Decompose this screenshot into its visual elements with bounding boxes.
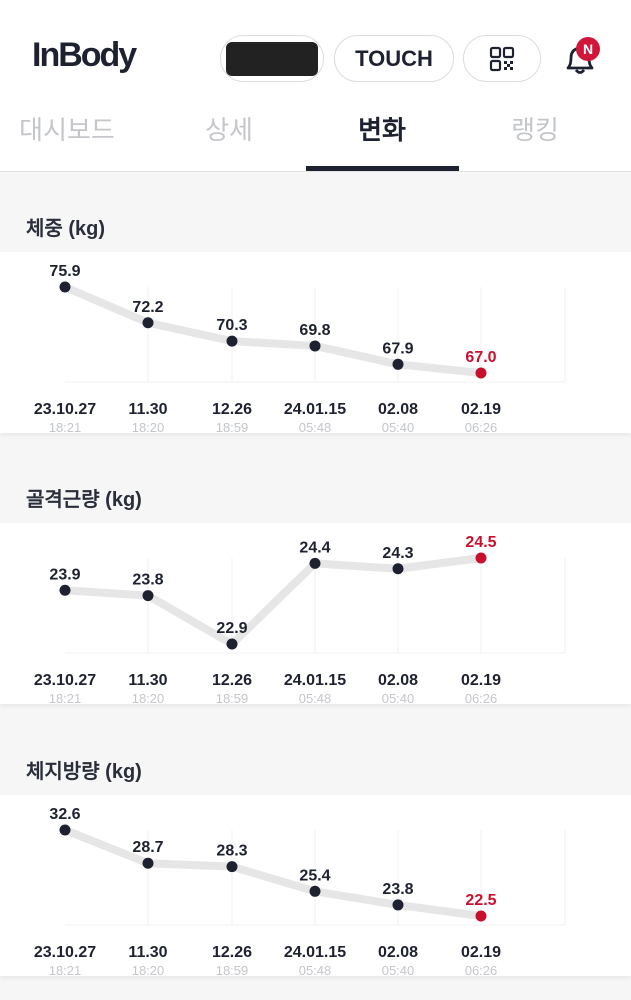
data-label: 67.9: [382, 340, 413, 357]
time-label: 05:48: [299, 963, 332, 976]
date-label: 11.30: [128, 672, 167, 689]
data-point[interactable]: [59, 824, 71, 836]
line-chart: 75.9 23.10.27 18:21 72.2 11.30 18:20 70.3 12.26…: [34, 263, 566, 433]
data-label: 22.9: [216, 620, 247, 637]
series-line: [61, 826, 485, 920]
date-label: 11.30: [128, 944, 167, 961]
line-chart: 23.9 23.10.27 18:21 23.8 11.30 18:20 22.9 12.26…: [34, 534, 566, 704]
fat-title: 체지방량 (kg): [26, 761, 142, 783]
data-label: 75.9: [49, 263, 80, 280]
date-label: 02.08: [378, 944, 418, 961]
data-label: 24.3: [382, 545, 413, 562]
data-point[interactable]: [392, 563, 404, 575]
series-line: [61, 554, 485, 648]
time-label: 18:21: [49, 691, 82, 704]
tab-detail[interactable]: 상세: [205, 115, 253, 145]
time-label: 18:21: [49, 963, 82, 976]
date-label: 12.26: [212, 672, 252, 689]
time-label: 05:40: [382, 691, 415, 704]
data-point[interactable]: [392, 899, 404, 911]
date-label: 02.19: [461, 401, 501, 418]
weight-title: 체중 (kg): [26, 218, 106, 240]
active-tab-indicator: [306, 166, 459, 171]
time-label: 18:59: [216, 691, 249, 704]
date-label: 02.19: [461, 944, 501, 961]
data-label: 25.4: [299, 867, 330, 884]
data-point[interactable]: [142, 317, 154, 329]
date-label: 02.19: [461, 672, 501, 689]
data-point[interactable]: [475, 367, 487, 379]
data-point[interactable]: [475, 910, 487, 922]
data-label: 24.4: [299, 539, 330, 556]
data-point[interactable]: [59, 281, 71, 293]
time-label: 18:20: [132, 420, 165, 433]
data-label: 23.8: [132, 572, 163, 589]
date-label: 24.01.15: [284, 401, 346, 418]
time-label: 05:40: [382, 420, 415, 433]
muscle-chart-card[interactable]: 23.9 23.10.27 18:21 23.8 11.30 18:20 22.9 12.26…: [0, 523, 631, 704]
data-point[interactable]: [475, 552, 487, 564]
date-label: 12.26: [212, 944, 252, 961]
data-label: 23.9: [49, 566, 80, 583]
date-label: 24.01.15: [284, 672, 346, 689]
time-label: 18:59: [216, 963, 249, 976]
date-label: 23.10.27: [34, 944, 96, 961]
date-label: 02.08: [378, 672, 418, 689]
fat-chart-card[interactable]: 32.6 23.10.27 18:21 28.7 11.30 18:20 28.3 12.26…: [0, 795, 631, 976]
data-label: 24.5: [465, 534, 496, 551]
inbody-logo: InBody: [32, 36, 137, 74]
data-point[interactable]: [142, 857, 154, 869]
qr-code-icon: [489, 46, 515, 71]
data-label: 69.8: [299, 322, 330, 339]
notification-badge: N: [576, 37, 600, 61]
date-label: 23.10.27: [34, 401, 96, 418]
data-point[interactable]: [226, 638, 238, 650]
touch-button[interactable]: TOUCH: [334, 35, 454, 82]
muscle-title: 골격근량 (kg): [26, 489, 142, 511]
data-point[interactable]: [226, 335, 238, 347]
time-label: 05:40: [382, 963, 415, 976]
date-label: 12.26: [212, 401, 252, 418]
redacted-name: [226, 41, 318, 76]
time-label: 18:59: [216, 420, 249, 433]
date-label: 11.30: [128, 401, 167, 418]
time-label: 06:26: [465, 420, 498, 433]
data-point[interactable]: [392, 358, 404, 370]
data-point[interactable]: [226, 861, 238, 873]
data-point[interactable]: [142, 590, 154, 602]
tab-change[interactable]: 변화: [358, 115, 406, 145]
data-label: 32.6: [49, 806, 80, 823]
weight-chart-card[interactable]: 75.9 23.10.27 18:21 72.2 11.30 18:20 70.3 12.26…: [0, 252, 631, 433]
data-label: 23.8: [382, 881, 413, 898]
data-point[interactable]: [309, 557, 321, 569]
time-label: 06:26: [465, 963, 498, 976]
data-label: 28.7: [132, 839, 163, 856]
line-chart: 32.6 23.10.27 18:21 28.7 11.30 18:20 28.3 12.26…: [34, 806, 566, 976]
data-point[interactable]: [309, 885, 321, 897]
data-label: 67.0: [465, 349, 496, 366]
tab-ranking[interactable]: 랭킹: [511, 115, 559, 145]
data-label: 70.3: [216, 317, 247, 334]
date-label: 24.01.15: [284, 944, 346, 961]
time-label: 18:21: [49, 420, 82, 433]
top-bar: InBody TOUCH N 대시보드 상세 변화 랭킹: [0, 0, 631, 172]
time-label: 06:26: [465, 691, 498, 704]
time-label: 05:48: [299, 420, 332, 433]
data-label: 72.2: [132, 299, 163, 316]
profile-button[interactable]: [220, 35, 324, 82]
series-line: [61, 283, 485, 377]
time-label: 18:20: [132, 691, 165, 704]
date-label: 02.08: [378, 401, 418, 418]
qr-button[interactable]: [463, 35, 541, 82]
data-label: 22.5: [465, 892, 496, 909]
data-point[interactable]: [309, 340, 321, 352]
data-label: 28.3: [216, 843, 247, 860]
date-label: 23.10.27: [34, 672, 96, 689]
time-label: 18:20: [132, 963, 165, 976]
tab-dashboard[interactable]: 대시보드: [19, 115, 115, 145]
data-point[interactable]: [59, 584, 71, 596]
time-label: 05:48: [299, 691, 332, 704]
